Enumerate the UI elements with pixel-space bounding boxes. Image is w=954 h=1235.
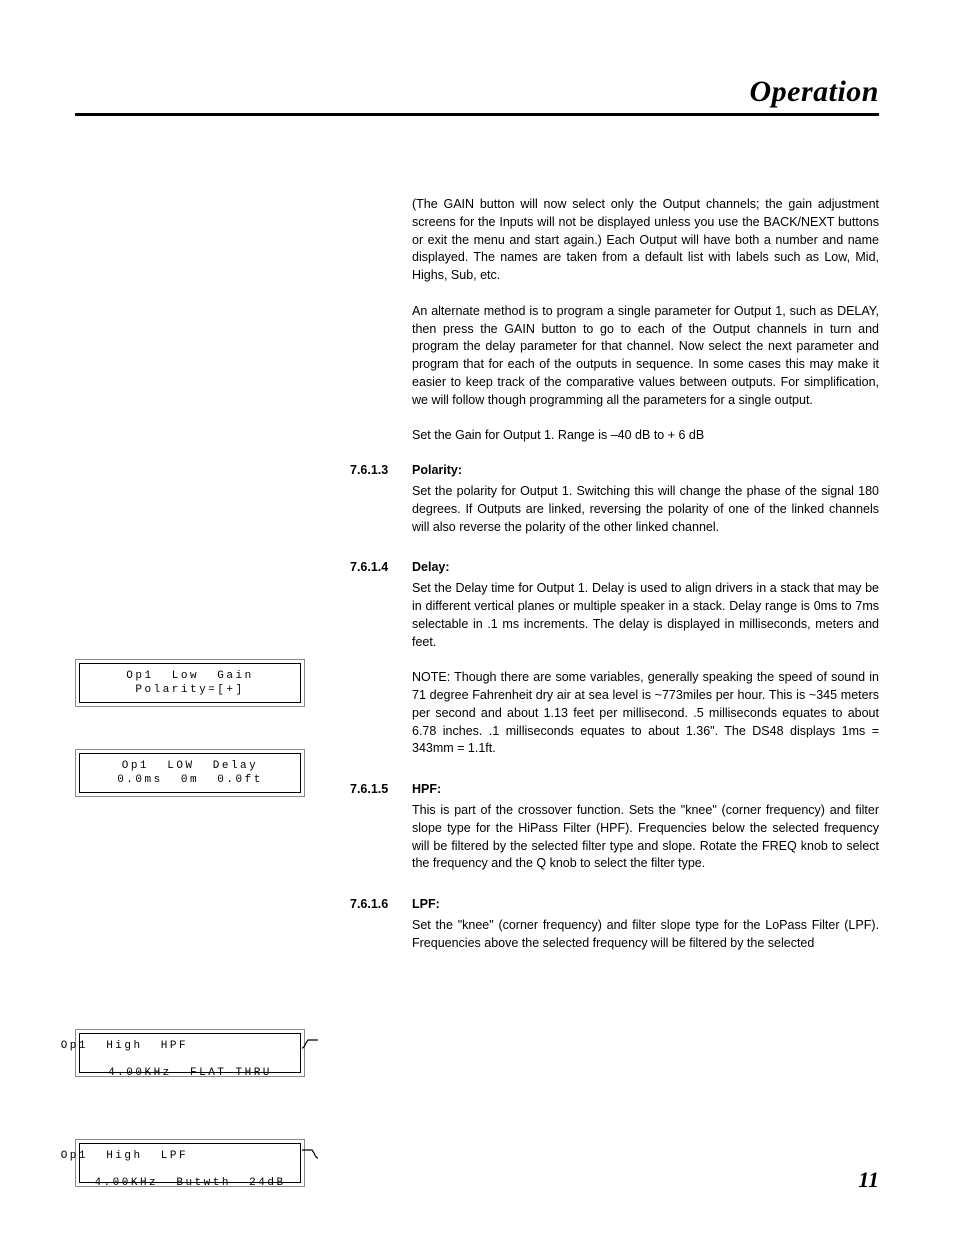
lcd-lpf-line2: 4.00KHz Butwth 24dB (94, 1177, 285, 1189)
lcd-hpf-line1: Op1 High HPF (61, 1027, 320, 1065)
page-number: 11 (858, 1167, 879, 1193)
section-lpf-title: LPF: (412, 897, 879, 911)
section-lpf-content: LPF: Set the "knee" (corner frequency) a… (412, 897, 879, 971)
section-delay-body1: Set the Delay time for Output 1. Delay i… (412, 580, 879, 651)
lcd-hpf-line1-text: Op1 High HPF (61, 1040, 188, 1052)
lcd-hpf-inner: Op1 High HPF 4.00KHz FLAT THRU (79, 1033, 301, 1073)
section-delay: 7.6.1.4 Delay: Set the Delay time for Ou… (350, 560, 879, 776)
section-polarity-num: 7.6.1.3 (350, 463, 412, 554)
lcd-hpf-line2: 4.00KHz FLAT THRU (108, 1067, 272, 1079)
section-hpf-num: 7.6.1.5 (350, 782, 412, 891)
section-polarity: 7.6.1.3 Polarity: Set the polarity for O… (350, 463, 879, 554)
lcd-lpf-line1: Op1 High LPF (61, 1137, 320, 1175)
lcd-delay: Op1 LOW Delay 0.0ms 0m 0.0ft (75, 749, 305, 797)
intro-p1: (The GAIN button will now select only th… (412, 196, 879, 285)
section-hpf: 7.6.1.5 HPF: This is part of the crossov… (350, 782, 879, 891)
lcd-lpf-inner: Op1 High LPF 4.00KHz Butwth 24dB (79, 1143, 301, 1183)
lcd-polarity-line1: Op1 Low Gain (126, 670, 253, 682)
lcd-lpf: Op1 High LPF 4.00KHz Butwth 24dB (75, 1139, 305, 1187)
hpf-curve-icon (192, 1027, 319, 1065)
section-lpf-body: Set the "knee" (corner frequency) and fi… (412, 917, 879, 953)
section-polarity-content: Polarity: Set the polarity for Output 1.… (412, 463, 879, 554)
section-delay-num: 7.6.1.4 (350, 560, 412, 776)
lcd-polarity: Op1 Low Gain Polarity=[+] (75, 659, 305, 707)
lcd-delay-line2: 0.0ms 0m 0.0ft (117, 774, 263, 786)
lcd-delay-line1: Op1 LOW Delay (122, 760, 259, 772)
right-column: (The GAIN button will now select only th… (350, 196, 879, 977)
section-lpf-num: 7.6.1.6 (350, 897, 412, 971)
lcd-hpf: Op1 High HPF 4.00KHz FLAT THRU (75, 1029, 305, 1077)
intro-p2: An alternate method is to program a sing… (412, 303, 879, 410)
page-header-title: Operation (75, 75, 879, 116)
section-hpf-content: HPF: This is part of the crossover funct… (412, 782, 879, 891)
lcd-polarity-line2: Polarity=[+] (135, 684, 244, 696)
lcd-lpf-line1-text: Op1 High LPF (61, 1150, 188, 1162)
left-column: Op1 Low Gain Polarity=[+] Op1 LOW Delay … (75, 196, 350, 977)
section-hpf-body: This is part of the crossover function. … (412, 802, 879, 873)
section-delay-title: Delay: (412, 560, 879, 574)
lpf-curve-icon (192, 1137, 319, 1175)
section-delay-content: Delay: Set the Delay time for Output 1. … (412, 560, 879, 776)
intro-p3: Set the Gain for Output 1. Range is –40 … (412, 427, 879, 445)
section-polarity-body: Set the polarity for Output 1. Switching… (412, 483, 879, 536)
lcd-delay-inner: Op1 LOW Delay 0.0ms 0m 0.0ft (79, 753, 301, 793)
lcd-polarity-inner: Op1 Low Gain Polarity=[+] (79, 663, 301, 703)
section-polarity-title: Polarity: (412, 463, 879, 477)
section-delay-body2: NOTE: Though there are some variables, g… (412, 669, 879, 758)
section-lpf: 7.6.1.6 LPF: Set the "knee" (corner freq… (350, 897, 879, 971)
intro-block: (The GAIN button will now select only th… (350, 196, 879, 445)
section-hpf-title: HPF: (412, 782, 879, 796)
content-area: Op1 Low Gain Polarity=[+] Op1 LOW Delay … (75, 196, 879, 977)
